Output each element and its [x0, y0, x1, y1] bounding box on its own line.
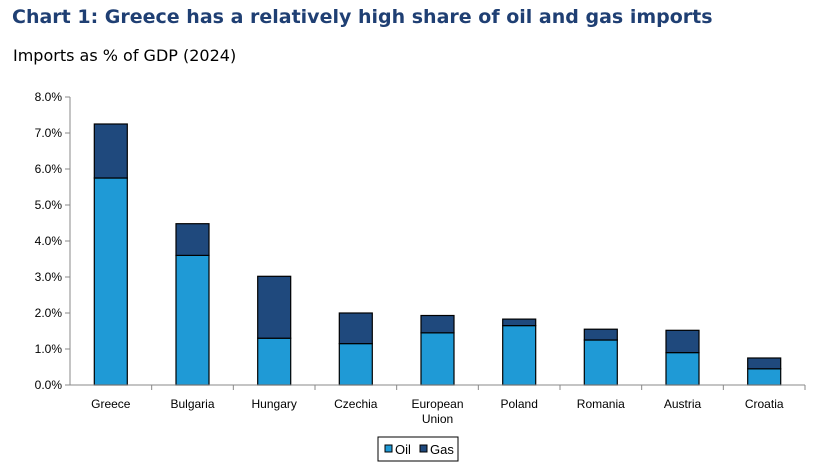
bar-segment-gas-croatia — [747, 357, 782, 370]
y-tick-label: 4.0% — [35, 234, 63, 248]
y-tick-label: 0.0% — [35, 378, 63, 392]
bar-segment-oil-bulgaria — [175, 254, 210, 386]
x-tick-label: Croatia — [745, 397, 784, 411]
legend-label-oil: Oil — [395, 442, 411, 457]
y-tick-label: 7.0% — [35, 126, 63, 140]
bar-segment-oil-czechia — [338, 343, 373, 386]
y-tick-label: 1.0% — [35, 342, 63, 356]
bar-segment-oil-european-union — [420, 332, 455, 386]
legend-label-gas: Gas — [430, 442, 454, 457]
bar-segment-gas-romania — [583, 328, 618, 341]
bar-segment-gas-czechia — [338, 312, 373, 345]
bar-segment-oil-romania — [583, 339, 618, 386]
bar-segment-gas-bulgaria — [175, 223, 210, 256]
x-tick-label: Greece — [91, 397, 131, 411]
y-tick-label: 6.0% — [35, 162, 63, 176]
y-axis: 0.0% 1.0% 2.0% 3.0% 4.0% 5.0% 6.0% 7.0% 8.0% — [35, 90, 71, 392]
x-tick-label: Bulgaria — [170, 397, 214, 411]
y-tick-label: 8.0% — [35, 90, 63, 104]
x-tick-label: Romania — [577, 397, 625, 411]
bar-segment-gas-hungary — [257, 275, 292, 339]
x-tick-label: European — [411, 397, 463, 411]
y-tick-label: 3.0% — [35, 270, 63, 284]
bar-segment-oil-greece — [93, 177, 128, 386]
bar-segment-gas-poland — [502, 318, 537, 327]
chart-title: Chart 1: Greece has a relatively high sh… — [12, 6, 713, 28]
x-tick-label: Union — [422, 412, 453, 426]
bar-segment-gas-european-union — [420, 314, 455, 334]
bar-segment-oil-poland — [502, 325, 537, 386]
x-tick-label: Austria — [664, 397, 702, 411]
x-axis: Greece Bulgaria Hungary Czechia EuropeanUnio… — [70, 384, 806, 426]
legend-swatch-gas — [419, 444, 428, 453]
chart-subtitle: Imports as % of GDP (2024) — [13, 46, 237, 65]
x-tick-label: Czechia — [334, 397, 378, 411]
bar-segment-oil-austria — [665, 352, 700, 386]
bar-segment-gas-austria — [665, 329, 700, 354]
y-tick-label: 2.0% — [35, 306, 63, 320]
x-tick-label: Hungary — [252, 397, 297, 411]
y-tick-label: 5.0% — [35, 198, 63, 212]
bar-segment-oil-hungary — [257, 337, 292, 386]
x-tick-label: Poland — [501, 397, 538, 411]
legend-swatch-oil — [384, 444, 393, 453]
bar-segment-oil-croatia — [747, 368, 782, 386]
bar-segment-gas-greece — [93, 123, 128, 179]
legend: Oil Gas — [377, 436, 459, 462]
bars — [93, 123, 782, 386]
